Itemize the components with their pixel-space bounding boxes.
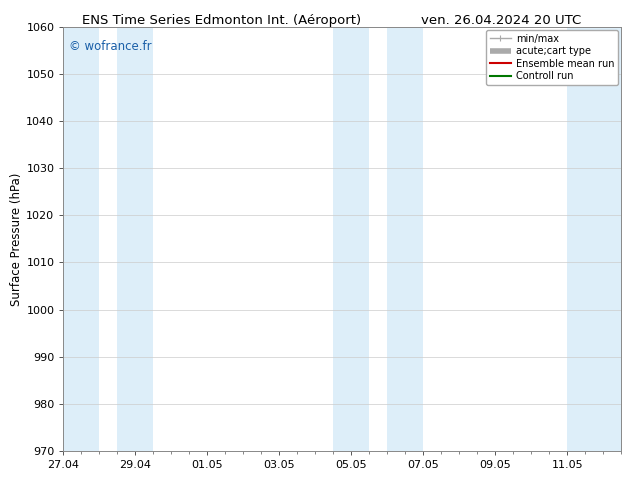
Bar: [333, 27, 370, 451]
Text: ENS Time Series Edmonton Int. (Aéroport): ENS Time Series Edmonton Int. (Aéroport): [82, 14, 361, 27]
Legend: min/max, acute;cart type, Ensemble mean run, Controll run: min/max, acute;cart type, Ensemble mean …: [486, 30, 618, 85]
Text: © wofrance.fr: © wofrance.fr: [69, 40, 152, 52]
Y-axis label: Surface Pressure (hPa): Surface Pressure (hPa): [11, 172, 23, 306]
Text: ven. 26.04.2024 20 UTC: ven. 26.04.2024 20 UTC: [421, 14, 581, 27]
Bar: [117, 27, 153, 451]
Bar: [387, 27, 424, 451]
Bar: [63, 27, 100, 451]
Bar: [567, 27, 621, 451]
